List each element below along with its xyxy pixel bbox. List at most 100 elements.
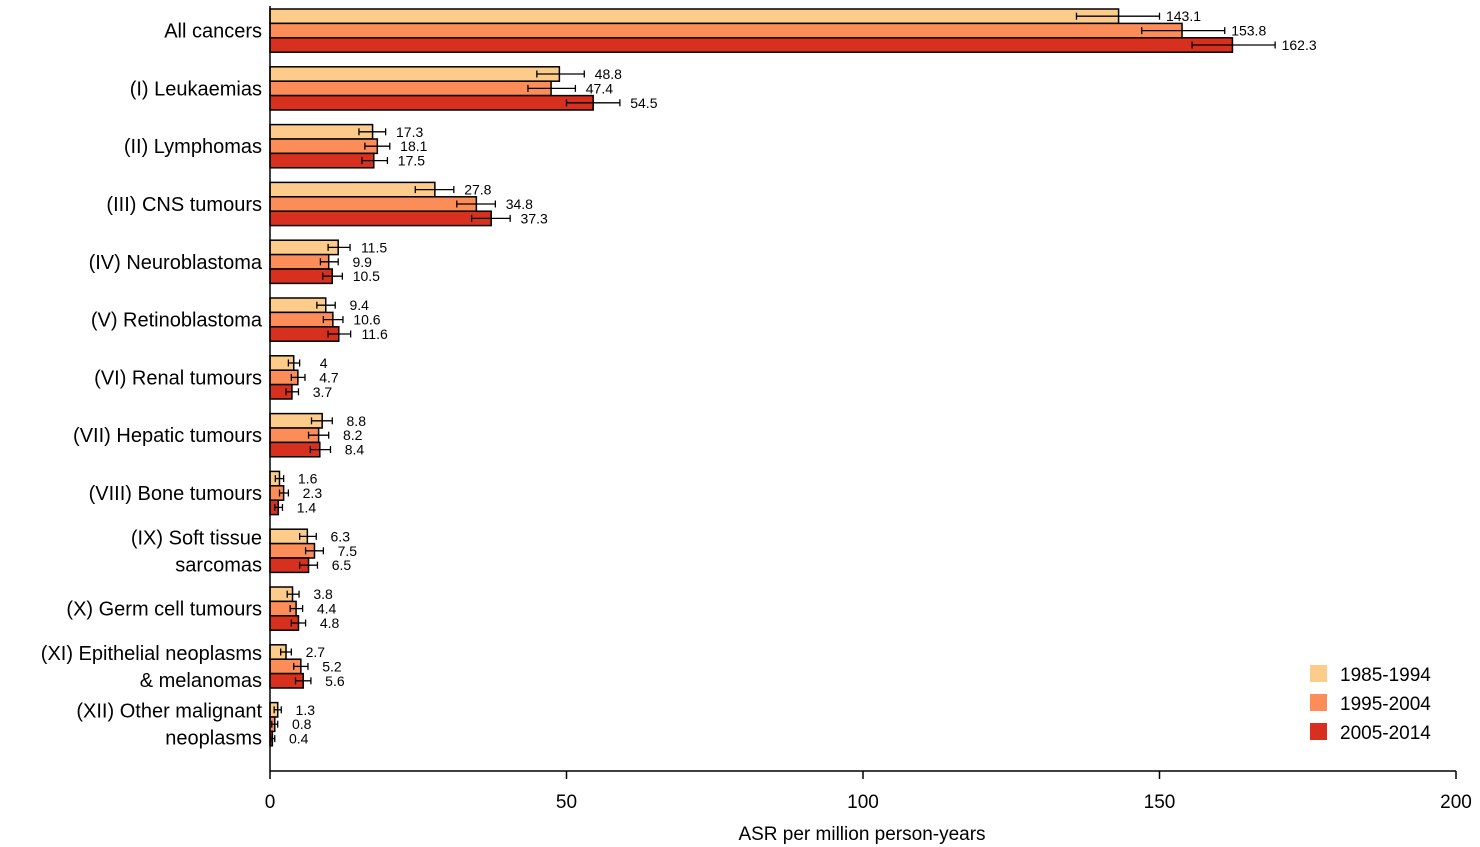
legend-item-2005-2014: 2005-2014 — [1310, 723, 1431, 744]
error-bar-vi-renal-tumours-1985-1994 — [287, 359, 301, 367]
value-label-ii-lymphomas-2005-2014: 17.5 — [398, 153, 425, 169]
legend-swatch-1985-1994 — [1310, 665, 1327, 682]
error-bar-v-retinoblastoma-2005-2014 — [327, 330, 352, 338]
bar-ii-lymphomas-2005-2014 — [269, 152, 375, 169]
legend-swatch-1995-2004 — [1310, 694, 1327, 711]
value-label-i-leukaemias-1985-1994: 48.8 — [595, 66, 622, 82]
value-label-viii-bone-tumours-1995-2004: 2.3 — [303, 485, 323, 501]
value-label-vii-hepatic-tumours-1985-1994: 8.8 — [347, 413, 367, 429]
error-bar-ix-soft-tissue-sarcomas-1985-1994 — [298, 532, 317, 540]
error-bars-layer — [269, 12, 1276, 743]
value-label-xii-other-malignant-neoplasms-1985-1994: 1.3 — [296, 702, 316, 718]
value-label-ix-soft-tissue-sarcomas-2005-2014: 6.5 — [332, 557, 352, 573]
value-label-xi-epithelial-neoplasms-melanomas-2005-2014: 5.6 — [325, 673, 345, 689]
value-label-v-retinoblastoma-1995-2004: 10.6 — [353, 312, 380, 328]
value-label-iv-neuroblastoma-1995-2004: 9.9 — [352, 254, 372, 270]
category-label-xi-epithelial-neoplasms-melanomas-line-2: & melanomas — [140, 670, 262, 692]
x-axis: 0 50 100 150 200 — [265, 6, 1472, 813]
category-label-xi-epithelial-neoplasms-melanomas-line-1: (XI) Epithelial neoplasms — [41, 643, 262, 665]
error-bar-ii-lymphomas-2005-2014 — [361, 157, 389, 165]
value-label-xi-epithelial-neoplasms-melanomas-1985-1994: 2.7 — [306, 644, 326, 660]
value-label-iii-cns-tumours-1985-1994: 27.8 — [464, 182, 491, 198]
category-label-iii-cns-tumours: (III) CNS tumours — [106, 194, 262, 216]
bar-all-cancers-1985-1994 — [269, 8, 1120, 25]
category-label-v-retinoblastoma: (V) Retinoblastoma — [91, 310, 263, 332]
bar-all-cancers-1995-2004 — [269, 22, 1183, 39]
value-label-i-leukaemias-2005-2014: 54.5 — [630, 95, 657, 111]
category-labels-layer: All cancers (I) Leukaemias (II) Lymphomas (… — [41, 21, 263, 750]
category-label-i-leukaemias: (I) Leukaemias — [130, 78, 262, 100]
bar-iii-cns-tumours-2005-2014 — [269, 210, 492, 227]
error-bar-iii-cns-tumours-2005-2014 — [470, 214, 511, 222]
error-bar-ii-lymphomas-1995-2004 — [364, 142, 391, 150]
value-label-vi-renal-tumours-1985-1994: 4 — [320, 355, 328, 371]
value-label-viii-bone-tumours-2005-2014: 1.4 — [297, 499, 317, 515]
category-label-x-germ-cell-tumours: (X) Germ cell tumours — [66, 599, 262, 621]
error-bar-vii-hepatic-tumours-2005-2014 — [309, 446, 332, 454]
value-label-iv-neuroblastoma-1985-1994: 11.5 — [361, 239, 387, 255]
error-bar-viii-bone-tumours-1985-1994 — [274, 475, 285, 483]
value-label-ii-lymphomas-1995-2004: 18.1 — [400, 138, 427, 154]
x-tick-label-200: 200 — [1440, 792, 1472, 813]
value-label-xi-epithelial-neoplasms-melanomas-1995-2004: 5.2 — [322, 658, 342, 674]
error-bar-xi-epithelial-neoplasms-melanomas-1985-1994 — [280, 648, 292, 656]
error-bar-all-cancers-1985-1994 — [1075, 12, 1161, 20]
x-axis-title: ASR per million person-years — [738, 824, 985, 845]
error-bar-iv-neuroblastoma-1985-1994 — [327, 243, 351, 251]
bar-ii-lymphomas-1995-2004 — [269, 138, 379, 155]
value-label-vii-hepatic-tumours-2005-2014: 8.4 — [345, 442, 365, 458]
bar-all-cancers-2005-2014 — [269, 37, 1234, 53]
value-label-ix-soft-tissue-sarcomas-1995-2004: 7.5 — [338, 543, 358, 559]
error-bar-vi-renal-tumours-2005-2014 — [285, 388, 300, 396]
x-tick-label-50: 50 — [556, 792, 577, 813]
value-label-vii-hepatic-tumours-1995-2004: 8.2 — [343, 427, 363, 443]
error-bar-v-retinoblastoma-1995-2004 — [322, 316, 344, 324]
value-labels-layer: 143.1153.8162.348.847.454.517.318.117.52… — [289, 8, 1317, 746]
error-bar-ii-lymphomas-1985-1994 — [358, 128, 387, 136]
error-bar-x-germ-cell-tumours-1995-2004 — [289, 605, 304, 613]
legend-swatch-2005-2014 — [1310, 723, 1327, 740]
value-label-x-germ-cell-tumours-1995-2004: 4.4 — [317, 601, 337, 617]
error-bar-xi-epithelial-neoplasms-melanomas-1995-2004 — [293, 662, 309, 670]
bars-layer — [269, 8, 1234, 747]
error-bar-ix-soft-tissue-sarcomas-1995-2004 — [304, 547, 325, 555]
category-label-vii-hepatic-tumours: (VII) Hepatic tumours — [73, 425, 262, 447]
error-bar-x-germ-cell-tumours-1985-1994 — [286, 590, 300, 598]
error-bar-x-germ-cell-tumours-2005-2014 — [290, 619, 307, 627]
error-bar-i-leukaemias-1995-2004 — [527, 84, 577, 92]
value-label-all-cancers-1995-2004: 153.8 — [1231, 23, 1266, 39]
bar-iii-cns-tumours-1985-1994 — [269, 181, 436, 198]
category-label-all-cancers: All cancers — [164, 21, 262, 43]
bar-i-leukaemias-1995-2004 — [269, 80, 552, 97]
value-label-iv-neuroblastoma-2005-2014: 10.5 — [353, 268, 380, 284]
error-bar-all-cancers-1995-2004 — [1141, 27, 1226, 35]
x-tick-label-150: 150 — [1144, 792, 1176, 813]
x-tick-label-0: 0 — [265, 792, 276, 813]
error-bar-xii-other-malignant-neoplasms-1995-2004 — [271, 720, 279, 728]
bar-ii-lymphomas-1985-1994 — [269, 123, 374, 140]
bar-i-leukaemias-1985-1994 — [269, 66, 561, 82]
error-bar-iv-neuroblastoma-2005-2014 — [322, 272, 343, 280]
category-label-iv-neuroblastoma: (IV) Neuroblastoma — [89, 252, 263, 274]
legend-label-1995-2004: 1995-2004 — [1340, 694, 1431, 715]
error-bar-viii-bone-tumours-1995-2004 — [278, 489, 290, 497]
error-bar-xii-other-malignant-neoplasms-1985-1994 — [273, 706, 282, 714]
error-bar-iv-neuroblastoma-1995-2004 — [319, 258, 339, 266]
value-label-ii-lymphomas-1985-1994: 17.3 — [396, 124, 423, 140]
error-bar-vi-renal-tumours-1995-2004 — [290, 373, 306, 381]
value-label-ix-soft-tissue-sarcomas-1985-1994: 6.3 — [331, 528, 351, 544]
legend-label-1985-1994: 1985-1994 — [1340, 665, 1431, 686]
error-bar-iii-cns-tumours-1995-2004 — [456, 200, 496, 208]
legend-item-1985-1994: 1985-1994 — [1310, 665, 1431, 686]
error-bar-xi-epithelial-neoplasms-melanomas-2005-2014 — [294, 677, 312, 685]
value-label-vi-renal-tumours-2005-2014: 3.7 — [313, 384, 333, 400]
value-label-x-germ-cell-tumours-1985-1994: 3.8 — [313, 586, 333, 602]
category-label-viii-bone-tumours: (VIII) Bone tumours — [89, 483, 262, 505]
legend-label-2005-2014: 2005-2014 — [1340, 723, 1431, 744]
category-label-xii-other-malignant-neoplasms-line-2: neoplasms — [165, 728, 262, 750]
legend-item-1995-2004: 1995-2004 — [1310, 694, 1431, 715]
value-label-xii-other-malignant-neoplasms-2005-2014: 0.4 — [289, 731, 309, 747]
error-bar-vii-hepatic-tumours-1995-2004 — [307, 431, 330, 439]
bar-iii-cns-tumours-1995-2004 — [269, 196, 478, 212]
